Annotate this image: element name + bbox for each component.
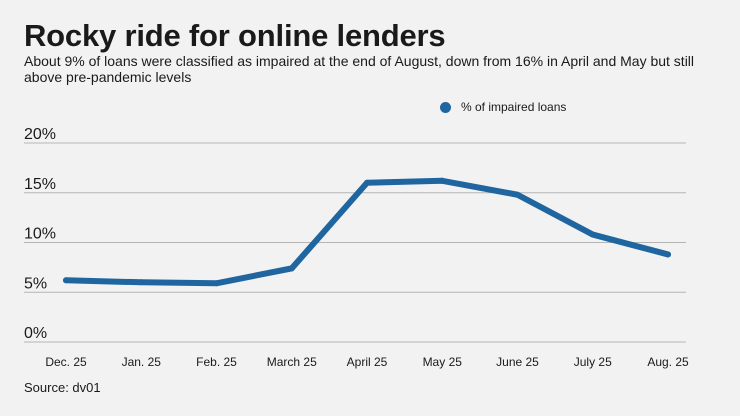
y-tick-label: 0%: [24, 325, 47, 342]
y-tick-label: 10%: [24, 226, 56, 243]
chart-legend: % of impaired loans: [440, 100, 566, 114]
data-point: [288, 265, 295, 272]
chart-subtitle: About 9% of loans were classified as imp…: [24, 53, 695, 85]
chart-title: Rocky ride for online lenders: [24, 18, 446, 53]
y-axis-ticks: 0% 5% 10% 15% 20%: [24, 126, 56, 342]
data-point: [138, 279, 145, 286]
x-tick-label: April 25: [347, 355, 388, 369]
source-note: Source: dv01: [24, 380, 101, 395]
x-tick-label: May 25: [423, 355, 463, 369]
data-point: [213, 280, 220, 287]
series-line: [63, 177, 671, 287]
data-point: [439, 177, 446, 184]
data-point: [364, 179, 370, 186]
y-tick-label: 20%: [24, 126, 56, 143]
data-point: [514, 191, 521, 198]
legend-marker: [440, 101, 451, 113]
x-axis-ticks: Dec. 25 Jan. 25 Feb. 25 March 25 April 25 May…: [45, 355, 689, 369]
x-tick-label: Jan. 25: [122, 355, 162, 369]
x-tick-label: July 25: [574, 355, 612, 369]
y-tick-label: 5%: [24, 275, 47, 292]
data-point: [589, 231, 596, 238]
series-layer: [63, 177, 671, 287]
grid-lines: [24, 142, 686, 343]
legend-label: % of impaired loans: [461, 100, 567, 114]
x-tick-label: Feb. 25: [196, 355, 237, 369]
y-tick-label: 15%: [24, 176, 56, 193]
x-tick-label: June 25: [496, 355, 539, 369]
x-tick-label: March 25: [267, 355, 317, 369]
x-tick-label: Aug. 25: [647, 355, 689, 369]
x-tick-label: Dec. 25: [45, 355, 87, 369]
data-point: [63, 277, 69, 284]
data-point: [665, 251, 671, 258]
